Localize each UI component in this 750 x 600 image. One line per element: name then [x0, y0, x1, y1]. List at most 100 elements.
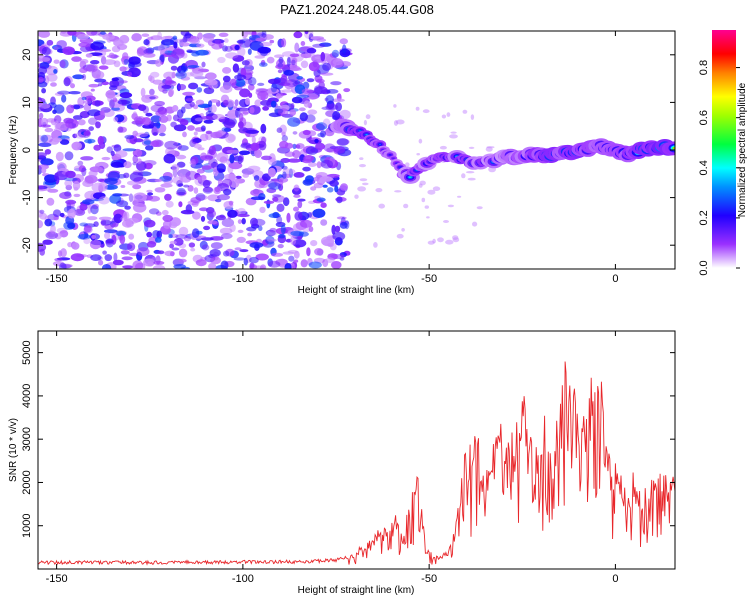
- noise-blob: [214, 186, 221, 193]
- noise-blob: [196, 43, 205, 48]
- noise-blob: [54, 258, 63, 262]
- noise-blob: [426, 216, 430, 219]
- noise-blob: [87, 109, 102, 117]
- noise-blob: [259, 62, 268, 67]
- noise-blob: [108, 52, 115, 59]
- y-tick-label: 20: [21, 49, 33, 61]
- noise-blob: [203, 34, 214, 43]
- noise-blob: [243, 257, 248, 266]
- noise-blob: [86, 31, 98, 36]
- noise-blob: [78, 42, 90, 48]
- noise-blob: [177, 169, 191, 178]
- noise-blob: [227, 134, 237, 142]
- noise-blob: [191, 202, 199, 207]
- noise-blob: [177, 145, 189, 151]
- noise-blob: [320, 130, 326, 138]
- noise-blob: [322, 62, 332, 71]
- noise-blob: [181, 106, 186, 114]
- noise-blob: [227, 209, 238, 218]
- noise-blob: [41, 47, 51, 56]
- noise-blob: [278, 233, 285, 239]
- noise-blob: [305, 114, 316, 123]
- noise-blob: [126, 71, 133, 77]
- noise-blob: [152, 132, 158, 136]
- noise-blob: [143, 219, 156, 228]
- noise-blob: [146, 189, 153, 193]
- noise-blob: [103, 229, 118, 234]
- noise-blob: [445, 239, 454, 245]
- noise-blob: [308, 61, 320, 72]
- noise-blob: [90, 60, 100, 65]
- noise-blob: [89, 239, 102, 250]
- noise-blob: [276, 127, 283, 133]
- noise-blob: [128, 193, 134, 202]
- noise-blob: [148, 195, 160, 202]
- noise-blob: [292, 143, 297, 150]
- noise-blob: [281, 38, 287, 48]
- noise-blob: [97, 135, 105, 145]
- noise-blob: [38, 31, 51, 38]
- noise-blob: [339, 221, 348, 229]
- noise-blob: [149, 88, 155, 96]
- noise-blob: [127, 67, 141, 78]
- noise-blob: [150, 35, 163, 41]
- noise-blob: [312, 208, 326, 218]
- noise-blob: [262, 106, 269, 111]
- noise-blob: [306, 93, 319, 100]
- noise-blob: [133, 138, 144, 143]
- colorbar: 0.0 0.2 0.4 0.6 0.8 Normalized spectral ampl…: [698, 30, 748, 276]
- noise-blob: [295, 144, 301, 149]
- noise-blob: [40, 158, 54, 166]
- noise-blob: [38, 76, 44, 83]
- noise-blob: [220, 260, 229, 269]
- noise-blob: [275, 93, 281, 99]
- noise-blob: [466, 171, 475, 174]
- noise-blob: [143, 140, 152, 145]
- noise-blob: [67, 31, 77, 36]
- noise-blob: [234, 78, 246, 87]
- noise-blob: [63, 221, 76, 230]
- noise-blob: [155, 211, 162, 216]
- noise-blob: [276, 215, 283, 225]
- noise-blob: [62, 46, 75, 55]
- noise-blob: [396, 233, 404, 239]
- noise-blob: [38, 54, 45, 62]
- noise-blob: [262, 173, 271, 182]
- noise-blob: [169, 240, 177, 245]
- noise-blob: [331, 98, 345, 103]
- noise-blob: [359, 178, 368, 182]
- noise-blob: [175, 70, 187, 80]
- noise-blob: [301, 88, 314, 95]
- noise-blob: [73, 104, 81, 110]
- noise-blob: [279, 140, 289, 149]
- noise-blob: [172, 105, 179, 112]
- noise-blob: [94, 78, 107, 83]
- noise-blob: [359, 164, 366, 168]
- noise-blob: [294, 211, 303, 221]
- noise-blob: [126, 180, 139, 186]
- noise-blob: [401, 228, 405, 232]
- noise-blob: [208, 81, 218, 89]
- noise-blob: [210, 104, 217, 113]
- noise-blob: [79, 203, 88, 211]
- noise-blob: [170, 251, 175, 257]
- noise-blob: [300, 41, 306, 46]
- noise-blob: [272, 197, 279, 202]
- noise-blob: [38, 142, 52, 147]
- noise-blob: [38, 242, 47, 252]
- noise-blob: [286, 56, 291, 67]
- noise-blob: [403, 203, 409, 209]
- noise-blob: [322, 184, 328, 188]
- noise-blob: [246, 226, 257, 232]
- noise-blob: [38, 185, 45, 190]
- noise-blob: [201, 165, 212, 170]
- noise-blob: [194, 175, 203, 180]
- noise-blob: [325, 104, 339, 111]
- snr-line: [38, 361, 675, 566]
- noise-blob: [224, 45, 233, 52]
- noise-blob: [176, 187, 186, 196]
- noise-blob: [237, 219, 242, 225]
- noise-blob: [254, 99, 262, 107]
- noise-blob: [441, 114, 447, 119]
- noise-blob: [292, 131, 298, 135]
